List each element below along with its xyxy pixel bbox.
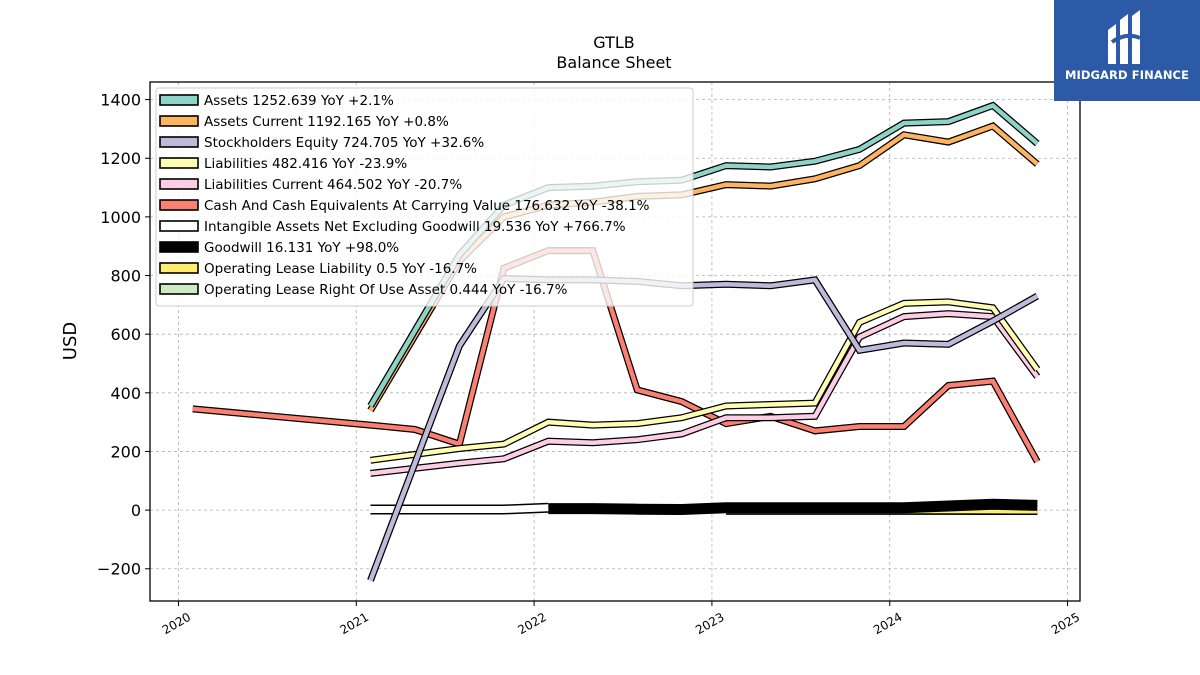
- legend-label: Assets 1252.639 YoY +2.1%: [204, 93, 394, 109]
- series-line: [192, 248, 1040, 463]
- legend-swatch: [159, 157, 199, 169]
- y-tick-label: 1000: [100, 208, 141, 227]
- legend-label: Assets Current 1192.165 YoY +0.8%: [204, 114, 449, 130]
- legend-label: Operating Lease Right Of Use Asset 0.444…: [204, 282, 568, 298]
- legend-entry: Liabilities Current 464.502 YoY -20.7%: [159, 177, 462, 193]
- brand-mark-icon: [1108, 10, 1141, 64]
- legend-entry: Intangible Assets Net Excluding Goodwill…: [159, 219, 626, 235]
- y-tick-label: 0: [131, 501, 141, 520]
- series-cash-and-cash-equivalents-at-carrying-value: [192, 247, 1041, 464]
- legend-swatch: [159, 199, 199, 211]
- legend-entry: Assets 1252.639 YoY +2.1%: [159, 93, 394, 109]
- brand-logo: MIDGARD FINANCE: [1054, 0, 1200, 101]
- y-tick-label: 200: [110, 442, 141, 461]
- legend-entry: Assets Current 1192.165 YoY +0.8%: [159, 114, 449, 130]
- chart-title: GTLB: [593, 33, 635, 52]
- legend-swatch: [159, 94, 199, 106]
- x-tick-label: 2020: [160, 610, 193, 637]
- legend-entry: Operating Lease Right Of Use Asset 0.444…: [159, 282, 568, 298]
- x-tick-label: 2023: [693, 610, 726, 637]
- legend: Assets 1252.639 YoY +2.1% Assets Current …: [155, 87, 694, 307]
- legend-swatch: [159, 220, 199, 232]
- legend-label: Cash And Cash Equivalents At Carrying Va…: [204, 198, 650, 214]
- legend-swatch: [159, 136, 199, 148]
- x-tick-label: 2021: [338, 610, 371, 637]
- legend-swatch: [159, 178, 199, 190]
- legend-label: Liabilities Current 464.502 YoY -20.7%: [204, 177, 462, 193]
- legend-entry: Stockholders Equity 724.705 YoY +32.6%: [159, 135, 484, 151]
- brand-name: MIDGARD FINANCE: [1064, 68, 1190, 82]
- x-tick-label: 2024: [871, 610, 904, 637]
- legend-label: Goodwill 16.131 YoY +98.0%: [204, 240, 399, 256]
- series-goodwill: [548, 498, 1038, 516]
- series-line: [370, 504, 549, 513]
- legend-entry: Operating Lease Liability 0.5 YoY -16.7%: [159, 261, 477, 277]
- legend-label: Stockholders Equity 724.705 YoY +32.6%: [204, 135, 484, 151]
- y-tick-label: 800: [110, 267, 141, 286]
- chart-subtitle: Balance Sheet: [556, 53, 671, 72]
- legend-label: Operating Lease Liability 0.5 YoY -16.7%: [204, 261, 477, 277]
- legend-label: Intangible Assets Net Excluding Goodwill…: [204, 219, 626, 235]
- legend-entry: Cash And Cash Equivalents At Carrying Va…: [159, 198, 650, 214]
- x-tick-label: 2025: [1049, 610, 1082, 637]
- plot-frame: [149, 81, 1081, 602]
- legend-swatch: [159, 241, 199, 253]
- legend-swatch: [159, 283, 199, 295]
- series-line: [370, 299, 1040, 463]
- legend-swatch: [159, 115, 199, 127]
- legend-entry: Liabilities 482.416 YoY -23.9%: [159, 156, 407, 172]
- y-tick-label: −200: [97, 560, 141, 579]
- y-tick-label: 1400: [100, 91, 141, 110]
- legend-label: Liabilities 482.416 YoY -23.9%: [204, 156, 407, 172]
- y-axis-label: USD: [60, 322, 81, 360]
- y-tick-label: 1200: [100, 149, 141, 168]
- series-line: [370, 311, 1040, 476]
- y-tick-label: 600: [110, 325, 141, 344]
- x-tick-label: 2022: [515, 610, 548, 637]
- y-axis: −200 0 200 400 600 800 1000 1200 1400: [97, 91, 150, 579]
- series-liabilities: [370, 298, 1041, 464]
- legend-entry: Goodwill 16.131 YoY +98.0%: [159, 240, 399, 256]
- x-axis: 2020 2021 2022 2023 2024 2025: [160, 601, 1082, 637]
- legend-swatch: [159, 262, 199, 274]
- series-intangible-assets-net-excluding-goodwill: [370, 502, 549, 515]
- y-tick-label: 400: [110, 384, 141, 403]
- series-liabilities-current: [370, 310, 1041, 477]
- legend-frame: [155, 87, 694, 307]
- series-line-outline: [548, 498, 1038, 516]
